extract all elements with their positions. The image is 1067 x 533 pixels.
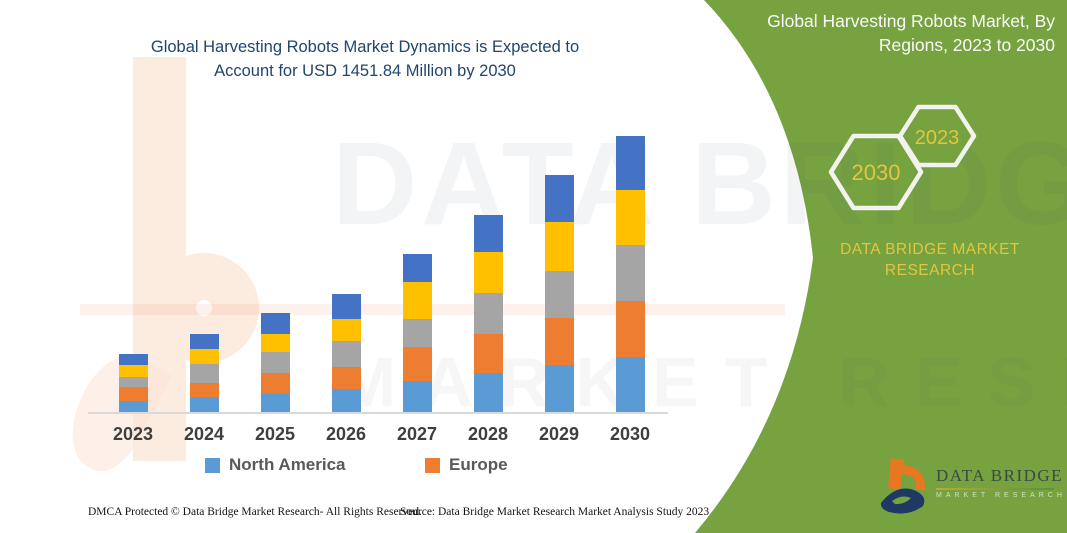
- logo-name-text: DATA BRIDGE: [936, 466, 1064, 485]
- side-panel-title-line1: Global Harvesting Robots Market, By: [767, 11, 1055, 31]
- bar-segment-2028-unlabeled-gray: [473, 293, 503, 334]
- bar-segment-2027-unlabeled-gray: [402, 318, 432, 348]
- chart-title-line2: Account for USD 1451.84 Million by 2030: [214, 61, 516, 80]
- footer-source-text: Source: Data Bridge Market Research Mark…: [400, 506, 710, 518]
- bar-segment-2029-unlabeled-dark-blue: [544, 175, 574, 223]
- logo-b-hook: [899, 464, 925, 491]
- legend-label-north-america: North America: [229, 455, 346, 474]
- bar-segment-2026-unlabeled-yellow: [331, 318, 361, 342]
- side-panel-title: Global Harvesting Robots Market, By Regi…: [715, 10, 1055, 57]
- bar-segment-2025-unlabeled-dark-blue: [260, 312, 290, 335]
- legend-swatch-north-america: [205, 457, 220, 473]
- footer-dmca-text: DMCA Protected © Data Bridge Market Rese…: [88, 506, 422, 518]
- bar-segment-2026-unlabeled-dark-blue: [331, 294, 361, 319]
- bar-segment-2029-unlabeled-gray: [544, 270, 574, 318]
- bar-segment-2027-unlabeled-dark-blue: [402, 253, 432, 283]
- bar-segment-2030-unlabeled-gray: [615, 244, 645, 302]
- hexagon-2023-icon: [897, 104, 977, 168]
- legend-item-europe: Europe: [425, 455, 508, 475]
- brand-caption: DATA BRIDGE MARKET RESEARCH: [802, 240, 1058, 282]
- bar-segment-2030-europe: [615, 301, 645, 358]
- brand-caption-line1: DATA BRIDGE MARKET: [840, 241, 1020, 258]
- x-axis-label-2029: 2029: [538, 424, 580, 444]
- bar-segment-2028-unlabeled-yellow: [473, 251, 503, 294]
- bar-segment-2027-north-america: [402, 381, 432, 412]
- legend-label-europe: Europe: [449, 455, 508, 474]
- bar-segment-2029-north-america: [544, 365, 574, 412]
- bar-segment-2026-north-america: [331, 389, 361, 412]
- brand-caption-line2: RESEARCH: [884, 261, 976, 279]
- bar-segment-2029-unlabeled-yellow: [544, 222, 574, 271]
- bar-segment-2024-unlabeled-gray: [189, 363, 219, 383]
- bar-segment-2027-europe: [402, 347, 432, 382]
- logo-underline: [936, 488, 1054, 490]
- bar-segment-2025-europe: [260, 373, 290, 394]
- chart-title-line1: Global Harvesting Robots Market Dynamics…: [150, 38, 580, 56]
- logo-b-swoosh-cut: [892, 496, 911, 505]
- x-axis-label-2026: 2026: [325, 424, 367, 444]
- bar-segment-2025-unlabeled-gray: [260, 352, 290, 374]
- logo-b-stem: [888, 458, 904, 490]
- hexagon-2030-label: 2030: [852, 160, 901, 185]
- bar-segment-2028-north-america: [473, 372, 503, 412]
- bar-segment-2026-europe: [331, 366, 361, 390]
- logo-subtext: MARKET RESEARCH: [936, 492, 1066, 499]
- x-axis-label-2030: 2030: [609, 424, 651, 444]
- bar-segment-2027-unlabeled-yellow: [402, 282, 432, 319]
- bar-segment-2030-north-america: [615, 357, 645, 412]
- data-bridge-b-icon: [880, 458, 925, 514]
- bar-segment-2025-north-america: [260, 393, 290, 412]
- logo-wordmark: DATA BRIDGE MARKET RESEARCH: [936, 456, 1066, 499]
- bar-segment-2030-unlabeled-dark-blue: [615, 136, 645, 190]
- legend-item-north-america: North America: [205, 455, 346, 475]
- bar-segment-2029-europe: [544, 317, 574, 366]
- bar-segment-2024-europe: [189, 382, 219, 397]
- x-axis-label-2028: 2028: [467, 424, 509, 444]
- x-axis-label-2024: 2024: [183, 424, 225, 444]
- bar-segment-2030-unlabeled-yellow: [615, 189, 645, 245]
- data-bridge-logo: DATA BRIDGE MARKET RESEARCH: [878, 456, 1066, 514]
- bar-segment-2028-europe: [473, 333, 503, 373]
- x-axis-label-2027: 2027: [396, 424, 438, 444]
- x-axis-label-2025: 2025: [254, 424, 296, 444]
- bar-segment-2026-unlabeled-gray: [331, 341, 361, 367]
- hexagon-2030-icon: [828, 133, 924, 211]
- side-panel-title-line2: Regions, 2023 to 2030: [878, 34, 1055, 55]
- hexagon-2023-label: 2023: [915, 127, 960, 149]
- chart-title: Global Harvesting Robots Market Dynamics…: [85, 36, 645, 84]
- bar-segment-2028-unlabeled-dark-blue: [473, 214, 503, 252]
- legend-swatch-europe: [425, 457, 440, 473]
- x-axis-line: [88, 412, 668, 414]
- bar-segment-2025-unlabeled-yellow: [260, 334, 290, 353]
- bar-segment-2024-north-america: [189, 396, 219, 412]
